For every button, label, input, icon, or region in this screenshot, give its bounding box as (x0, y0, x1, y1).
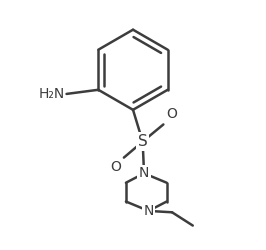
Text: N: N (139, 166, 149, 180)
Text: H₂N: H₂N (39, 87, 65, 101)
Text: O: O (167, 107, 178, 121)
Text: O: O (110, 160, 121, 174)
Text: N: N (143, 204, 154, 218)
Text: S: S (138, 134, 148, 149)
